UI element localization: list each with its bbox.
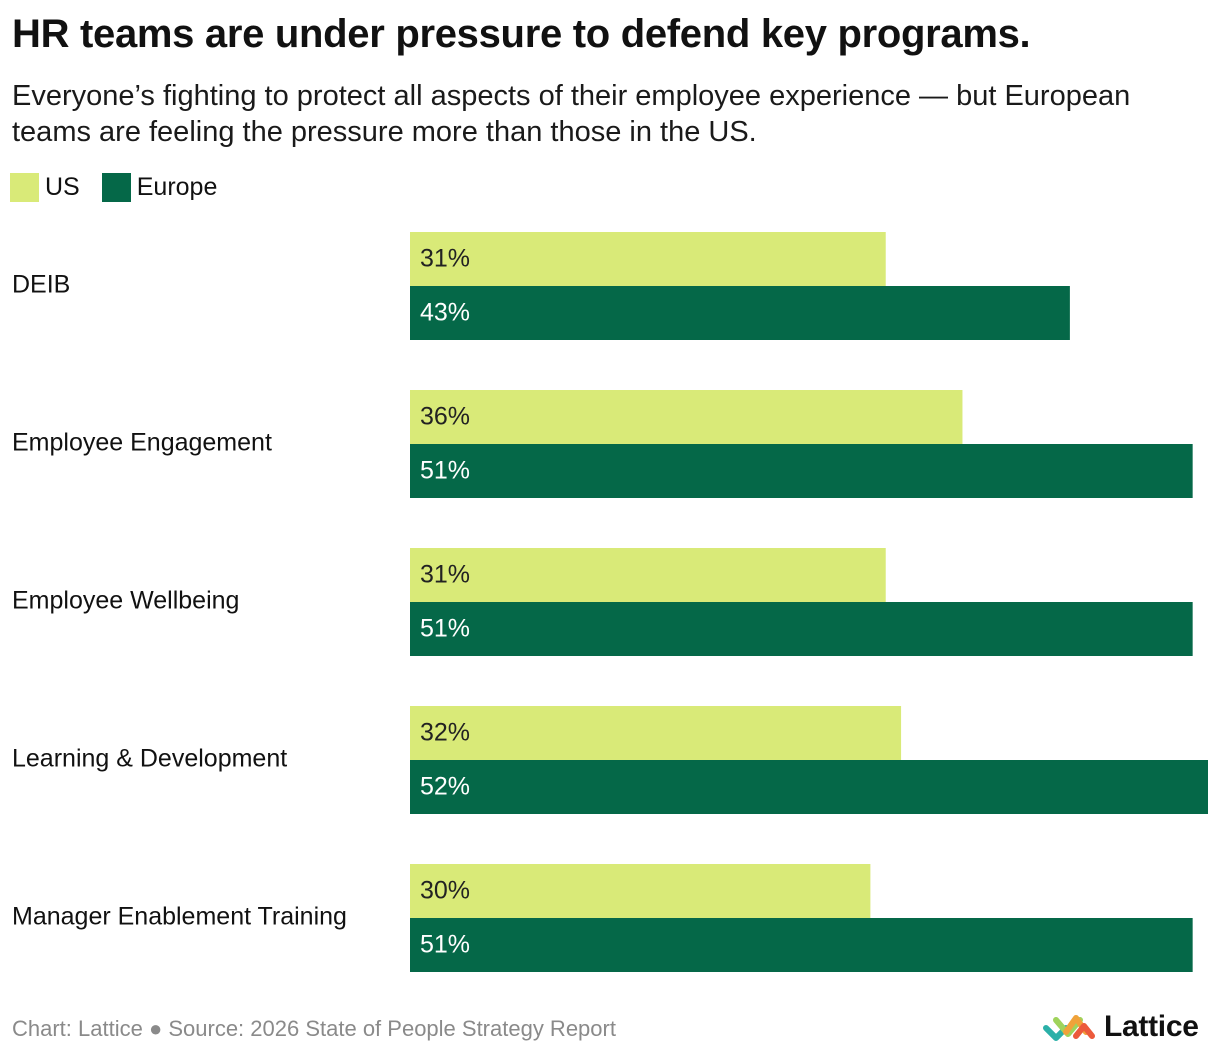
bar-europe-deib (410, 286, 1070, 340)
legend-label-us: US (45, 172, 80, 201)
data-label-europe-manager-enablement-training: 51% (420, 931, 470, 959)
bar-europe-manager-enablement-training (410, 918, 1193, 972)
chart-source-footer: Chart: Lattice ● Source: 2026 State of P… (12, 1016, 616, 1041)
data-label-us-deib: 31% (420, 245, 470, 273)
bar-europe-employee-engagement (410, 444, 1193, 498)
category-label-manager-enablement-training: Manager Enablement Training (12, 903, 347, 931)
lattice-logo-icon (1043, 1015, 1095, 1041)
category-label-learning-and-development: Learning & Development (12, 745, 287, 773)
bar-us-learning-and-development (410, 706, 902, 760)
legend-label-europe: Europe (136, 172, 218, 201)
category-label-employee-wellbeing: Employee Wellbeing (12, 587, 239, 615)
data-label-europe-deib: 43% (420, 299, 470, 327)
bar-us-deib (410, 232, 886, 286)
category-label-deib: DEIB (12, 271, 70, 299)
bar-europe-employee-wellbeing (410, 602, 1193, 656)
legend-swatch-us (10, 172, 39, 202)
data-label-us-employee-engagement: 36% (420, 403, 470, 431)
chart-title: HR teams are under pressure to defend ke… (12, 12, 1031, 56)
data-label-us-employee-wellbeing: 31% (420, 561, 470, 589)
bar-us-employee-wellbeing (410, 548, 886, 602)
bar-europe-learning-and-development (410, 760, 1208, 814)
legend-swatch-europe (101, 172, 131, 202)
data-label-us-manager-enablement-training: 30% (420, 877, 470, 905)
legend-item-us: US (10, 172, 80, 202)
bar-us-manager-enablement-training (410, 864, 871, 918)
bar-chart: DEIB 31% 43% Employee Engagement 36% 51% Emplo… (12, 232, 1208, 972)
data-label-europe-employee-engagement: 51% (420, 457, 470, 485)
legend: US Europe (10, 172, 239, 202)
data-label-europe-learning-and-development: 52% (420, 773, 470, 801)
category-label-employee-engagement: Employee Engagement (12, 429, 272, 457)
chart-subtitle: Everyone’s fighting to protect all aspec… (12, 80, 1131, 148)
data-label-europe-employee-wellbeing: 51% (420, 615, 470, 643)
legend-item-europe: Europe (101, 172, 218, 202)
brand-logo: Lattice (1042, 1008, 1199, 1046)
data-label-us-learning-and-development: 32% (420, 719, 470, 747)
bar-us-employee-engagement (410, 390, 963, 444)
brand-name: Lattice (1104, 1010, 1199, 1043)
